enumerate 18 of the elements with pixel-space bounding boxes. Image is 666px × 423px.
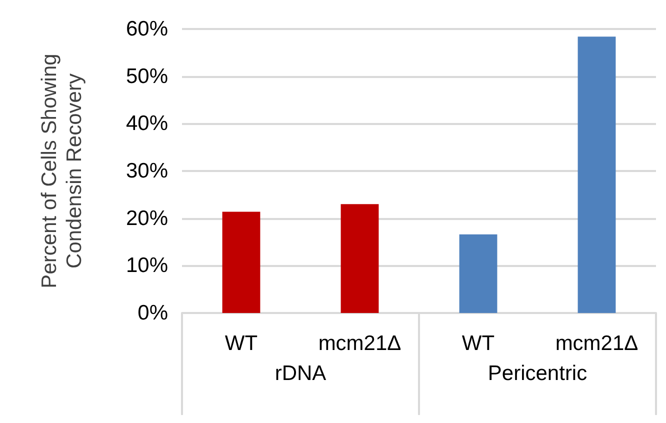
x-tick-label: WT [224,332,258,355]
text: Pericentric [488,362,588,385]
y-tick-label: 20% [126,206,168,230]
y-tick-label: 50% [126,64,168,88]
y-tick-label: 40% [126,112,168,136]
y-tick-label: 10% [126,254,168,278]
bar [340,204,379,313]
y-tick-label: 30% [126,160,168,182]
x-tick-label: mcm21Δ [555,332,638,355]
y-axis-title: Percent of Cells Showing Condensin Recovery [38,54,86,288]
x-tick-label: mcm21Δ [318,332,402,355]
y-tick-label: 60% [126,18,168,40]
text: rDNA [274,362,326,385]
y-tick-label: 0% [138,302,168,324]
x-tick-label: WT [462,332,495,355]
bar [578,36,616,313]
bar [459,234,498,313]
bar [222,212,260,313]
